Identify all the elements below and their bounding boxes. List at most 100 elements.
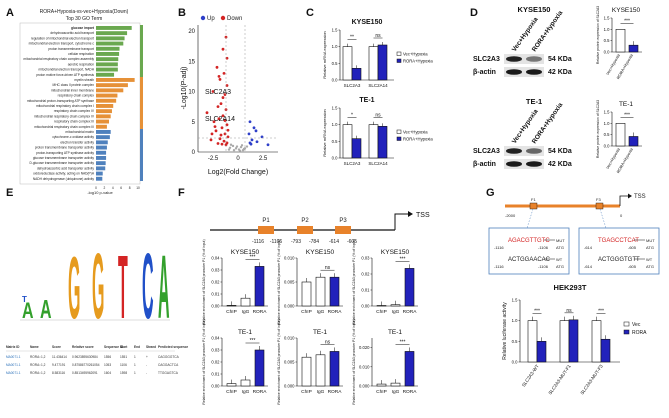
quant-bar-rora — [628, 136, 639, 147]
chart-y-tick: 0.00 — [211, 384, 220, 389]
go-term-label: proton transmembrane transporter activit… — [35, 146, 95, 150]
f1-wt-atg: ATG — [556, 264, 564, 269]
blot-kda: 54 KDa — [548, 148, 572, 155]
pos-6: -605 — [347, 239, 357, 245]
western-quant-0: KYSE150 0.0 0.5 1.0 1.5 Relative protein expr… — [596, 6, 642, 80]
chip-bar — [315, 276, 326, 307]
legend-down-dot — [220, 15, 226, 21]
motif-small-letter: T — [22, 295, 27, 304]
chip-sig: *** — [250, 254, 256, 260]
blot-title: TE-1 — [526, 97, 542, 106]
blot-col-label: RORA+Hypoxia — [531, 101, 565, 145]
chip-x-label: RORA — [253, 389, 268, 395]
f3-wt-seq: ACTGGGTGTT — [598, 257, 640, 263]
motif-table-cell: - — [146, 371, 147, 375]
volcano-point-up — [250, 138, 254, 142]
blot-membrane — [504, 67, 544, 77]
f3-mut-tag: MUT — [646, 238, 655, 243]
chip-bar — [376, 383, 387, 387]
go-term-label: respiratory chain complex IV — [54, 109, 95, 113]
qpcr-gene-label: SLC2A14 — [368, 161, 388, 166]
luc-tss-head — [628, 193, 632, 199]
qpcr-bar-vec — [368, 46, 379, 81]
blot-band — [506, 161, 522, 167]
motif-table-cell: CAGGACTCA — [158, 363, 179, 367]
chip-chart: KYSE150 0.00 0.01 0.02 0.03 0.04 Relative enri… — [202, 239, 268, 325]
motif-table-cell: 1 — [134, 355, 136, 359]
go-term-label: cellular respiration — [68, 52, 94, 56]
chip-x-label: RORA — [253, 309, 268, 315]
blot-kda: 42 KDa — [548, 161, 572, 168]
motif-logo: A A G G T C AT Matrix ID Name Score Relative scor… — [6, 236, 188, 375]
go-term-label: mitochondrial inner membrane — [51, 88, 94, 92]
chip-bar — [301, 281, 312, 307]
luc-bar-vec — [591, 320, 602, 363]
volcano-point-down — [217, 117, 221, 121]
motif-table-cell: MA0071.1 — [6, 355, 21, 359]
go-term-label: D-glucose transmembrane transporter acti… — [30, 161, 95, 165]
legend-down-label: Down — [227, 16, 242, 22]
go-term-label: oxidoreductase activity, acting on NAD(P… — [33, 172, 95, 176]
luc-legend-rora: RORA — [632, 330, 647, 336]
f1-wt-tag: WT — [556, 257, 563, 262]
go-group-strip-2 — [140, 129, 143, 181]
panel-label-e: E — [6, 187, 13, 199]
go-term-label: mitochondrial respiratory chain complex … — [23, 57, 94, 61]
chip-x-label: IgG — [317, 389, 325, 395]
go-title-1: RORA+Hypoxia-vs-vec+Hypoxia(Down) — [40, 9, 129, 15]
go-term-label: mitochondrial respiratory chain complex … — [34, 125, 94, 129]
panel-label-c: C — [306, 7, 314, 19]
chart-y-tick: 0.0 — [512, 360, 518, 365]
volcano-point-up — [254, 129, 258, 133]
chip-chart-title: KYSE150 — [381, 249, 410, 256]
luc-bar-vec — [527, 320, 538, 363]
qpcr-legend-rora-swatch — [396, 58, 402, 63]
volcano-point-down — [223, 93, 227, 96]
pos-5: -614 — [329, 239, 339, 245]
chip-x-label: IgG — [242, 389, 250, 395]
chip-bar — [390, 382, 401, 387]
chip-chart-title: TE-1 — [238, 329, 252, 336]
luc-f1-label: F1 — [531, 197, 536, 202]
motif-table-cell: 9.477191 — [52, 363, 66, 367]
luc-sig: *** — [534, 309, 540, 315]
go-term-label: electron transfer activity — [60, 140, 94, 144]
chart-y-tick: 0.5 — [332, 139, 338, 144]
volcano-x-tick: 0 — [236, 156, 240, 162]
chip-bar — [240, 297, 251, 307]
volcano-point-down — [226, 128, 230, 132]
f1-mut-tag: MUT — [556, 238, 565, 243]
chip-chart: TE-1 0.00 0.01 0.02 0.03 0.04 Relative enrichm… — [202, 319, 268, 405]
qpcr-bar-vec — [342, 124, 353, 159]
chart-y-tick: 1.0 — [512, 318, 518, 323]
chart-y-tick: 0.01 — [211, 372, 220, 377]
chart-y-tick: 0.0 — [604, 50, 610, 55]
chart-y-tick: 0.01 — [361, 288, 370, 293]
chart-y-tick: 0.02 — [361, 272, 370, 277]
volcano-point-ns — [240, 144, 244, 147]
volcano-point-ns — [231, 144, 235, 148]
go-group-strip-0 — [140, 25, 143, 77]
panel-label-a: A — [6, 7, 14, 19]
volcano-y-tick: 20 — [188, 29, 195, 35]
qpcr-sig: * — [351, 113, 353, 119]
go-bar — [96, 145, 107, 150]
go-group-strip-1 — [140, 77, 143, 129]
go-term-label: dehydroascorbic acid transporter activit… — [37, 166, 94, 170]
volcano-point-down — [218, 137, 222, 141]
go-bar — [96, 41, 124, 46]
chart-y-tick: 0.020 — [359, 345, 370, 350]
volcano-point-down — [223, 132, 227, 136]
blot-band — [526, 56, 542, 62]
volcano-point-up — [252, 126, 256, 130]
f3-wt-left: -614 — [584, 264, 593, 269]
motif-table-cell: 0.9623895630984 — [72, 355, 98, 359]
volcano-point-down — [225, 56, 229, 60]
luc-bar-vec — [559, 320, 570, 363]
chip-bar — [254, 349, 265, 387]
chip-sig: *** — [400, 339, 406, 345]
motif-letter: T — [118, 237, 128, 337]
